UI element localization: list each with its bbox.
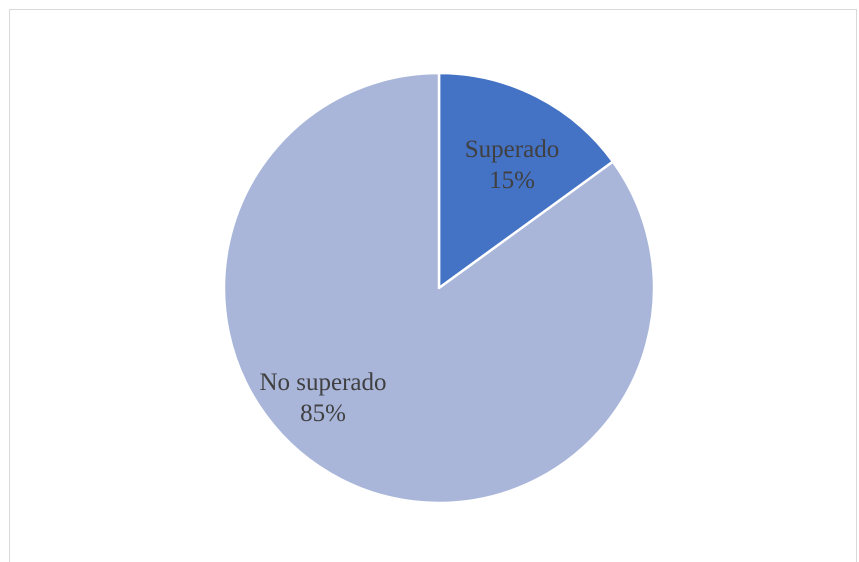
pie-slices [222, 71, 656, 505]
pie-slice-no-superado [222, 71, 656, 505]
pie-labels: Superado 15% No superado 85% [259, 136, 559, 427]
slice-label-superado-name: Superado [465, 136, 559, 163]
slice-label-no-superado-value: 85% [300, 400, 346, 427]
slice-label-no-superado-name: No superado [259, 369, 386, 396]
slice-label-superado-value: 15% [489, 167, 535, 194]
pie-slice-superado [437, 71, 615, 290]
